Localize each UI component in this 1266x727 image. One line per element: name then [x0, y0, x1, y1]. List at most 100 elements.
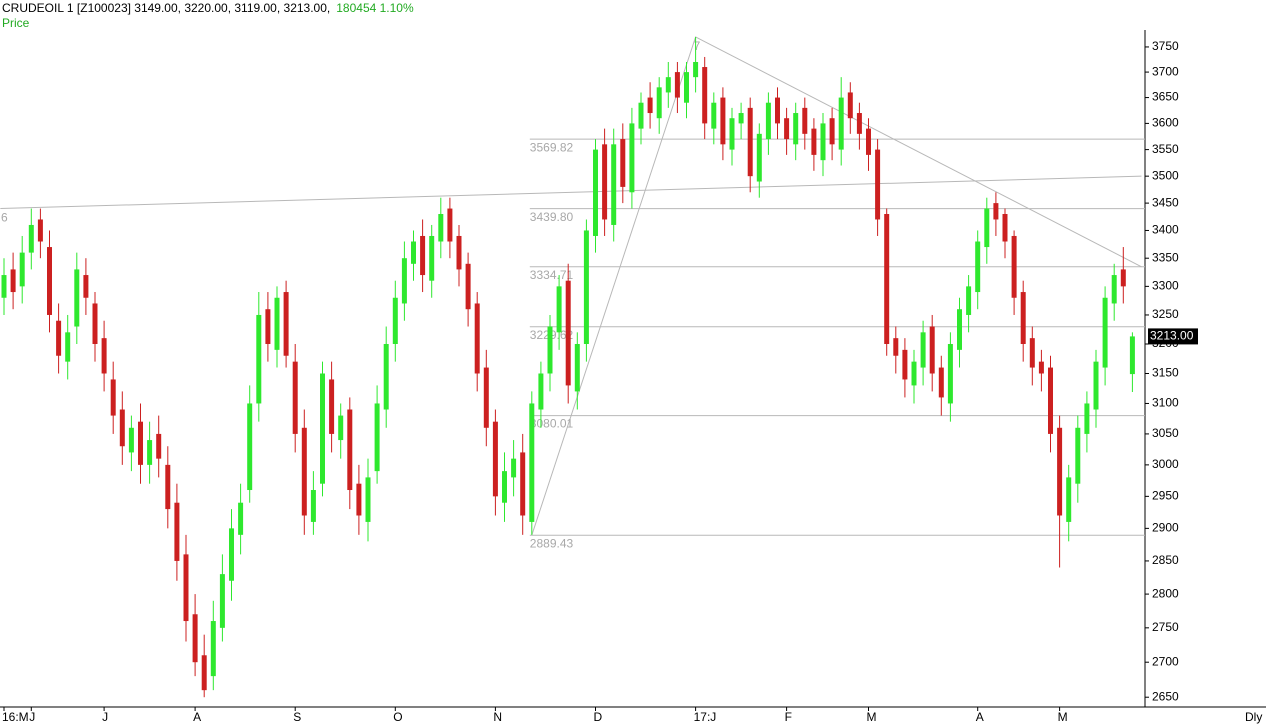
x-tick-label: A [193, 710, 201, 724]
y-tick-label: 3050 [1152, 426, 1179, 440]
candle-body [119, 409, 125, 447]
candle-body [201, 655, 207, 691]
candle-body [856, 113, 862, 134]
x-tick-label: A [976, 710, 984, 724]
candle-body [547, 326, 553, 374]
candle-body [811, 128, 817, 155]
candle-body [383, 343, 389, 410]
candle-body [10, 269, 16, 293]
candle-body [620, 139, 626, 187]
candle-body [1029, 338, 1035, 368]
candle-body [474, 303, 480, 374]
trendline [0, 175, 1142, 210]
candle-body [583, 230, 589, 344]
candle-body [920, 332, 926, 368]
x-tick-label: 16:M [2, 710, 29, 724]
candle-body [911, 361, 917, 386]
x-tick-label: D [594, 710, 603, 724]
candle-body [138, 421, 143, 465]
y-tick-label: 3400 [1152, 223, 1179, 237]
candle-body [347, 409, 353, 491]
candle-body [1002, 214, 1008, 242]
y-tick-label: 2650 [1152, 689, 1179, 703]
candle-body [128, 427, 134, 453]
trendline [531, 36, 1142, 536]
x-tick-label: M [1058, 710, 1068, 724]
y-tick-label: 3250 [1152, 307, 1179, 321]
candle-body [19, 252, 25, 287]
candle-body [65, 332, 71, 362]
candle-body [292, 361, 298, 434]
trendline-label: 6 [1, 211, 8, 225]
candle-body [210, 621, 216, 677]
candle-body [83, 275, 89, 298]
x-tick-label: S [293, 710, 301, 724]
x-tick-label: J [29, 710, 35, 724]
candle-body [665, 77, 671, 93]
candle-body [502, 471, 507, 503]
candle-body [183, 554, 189, 622]
candle-body [929, 326, 935, 374]
candle-body [529, 403, 535, 522]
candle-body [829, 118, 835, 145]
y-tick-label: 3350 [1152, 250, 1179, 264]
candle-body [984, 208, 990, 248]
candle-body [884, 214, 890, 344]
candle-body [993, 203, 999, 220]
candle-body [847, 92, 853, 119]
candle-body [875, 149, 881, 220]
subtitle: Price [2, 16, 30, 30]
candle-body [611, 144, 617, 225]
y-tick-label: 2950 [1152, 489, 1179, 503]
level-label: 3439.80 [530, 210, 574, 224]
candle-body [256, 314, 262, 404]
candle-body [1011, 235, 1017, 298]
header: CRUDEOIL 1 [Z100023] 3149.00, 3220.00, 3… [2, 1, 414, 15]
candle-body [356, 483, 362, 516]
candle-body [820, 123, 826, 161]
x-tick-label: O [393, 710, 402, 724]
candle-body [511, 458, 517, 478]
candle-body [1, 275, 7, 298]
candle-body [729, 118, 735, 150]
level-label: 3334.71 [530, 268, 574, 282]
chart-title: CRUDEOIL 1 [Z100023] 3149.00, 3220.00, 3… [2, 1, 330, 15]
level-label: 3080.01 [530, 417, 574, 431]
level-label: 3569.82 [530, 140, 574, 154]
candle-body [110, 379, 116, 416]
candle-body [593, 149, 598, 236]
candle-body [465, 263, 471, 310]
candle-body [219, 574, 225, 628]
candle-body [429, 235, 435, 281]
candle-body [1066, 477, 1072, 522]
candle-body [775, 97, 780, 124]
x-tick-label: M [867, 710, 877, 724]
candle-body [902, 349, 908, 380]
candle-body [1038, 361, 1044, 374]
y-tick-label: 3300 [1152, 279, 1179, 293]
candle-body [283, 292, 289, 356]
y-tick-label: 3700 [1152, 64, 1179, 78]
candle-body [711, 102, 717, 129]
y-tick-label: 3600 [1152, 116, 1179, 130]
candle-body [438, 214, 444, 242]
candle-body [938, 367, 944, 398]
candle-body [1120, 269, 1126, 287]
candle-body [37, 219, 43, 242]
candle-body [520, 452, 526, 516]
candle-body [411, 241, 416, 264]
y-tick-label: 3500 [1152, 168, 1179, 182]
candle-body [265, 309, 271, 344]
candle-body [47, 247, 52, 315]
candle-body [365, 477, 371, 522]
candle-body [1093, 361, 1099, 410]
candle-body [738, 113, 744, 124]
y-tick-label: 2800 [1152, 586, 1179, 600]
candle-body [92, 303, 98, 344]
candle-body [1048, 367, 1053, 434]
y-tick-label: 2750 [1152, 620, 1179, 634]
candle-body [401, 258, 407, 304]
candle-body [1057, 427, 1063, 516]
candle-body [101, 338, 107, 374]
